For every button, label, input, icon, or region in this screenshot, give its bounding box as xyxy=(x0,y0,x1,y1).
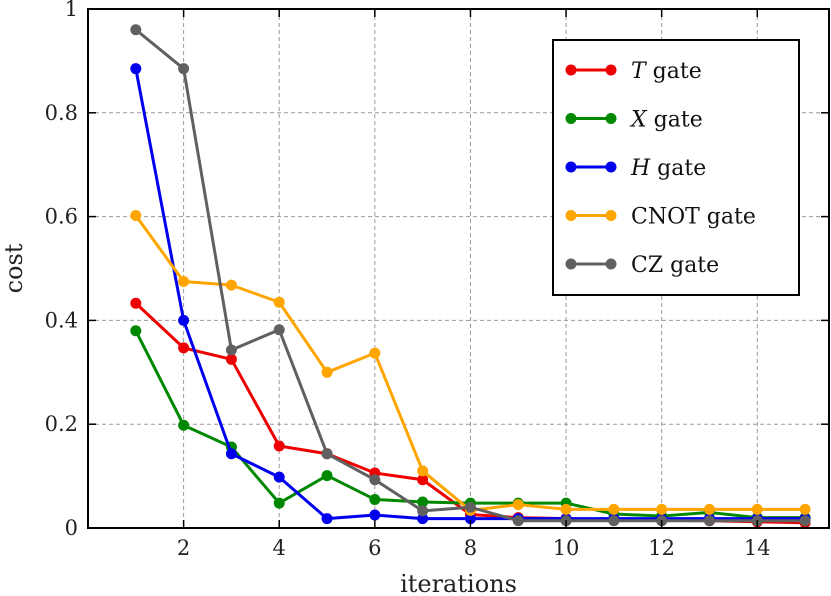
ticks xyxy=(88,8,829,529)
y-tick-label: 0.6 xyxy=(45,205,78,229)
data-point xyxy=(321,366,333,378)
data-point xyxy=(225,344,237,356)
legend-swatch-marker xyxy=(565,210,577,221)
legend-label-text: CZ gate xyxy=(631,253,719,278)
legend-label: T gate xyxy=(631,59,702,84)
series-5 xyxy=(130,24,811,527)
legend-label: CNOT gate xyxy=(631,205,756,230)
x-axis-label: iterations xyxy=(400,570,517,596)
data-point xyxy=(178,275,190,287)
data-point xyxy=(703,503,715,515)
x-tick-label: 6 xyxy=(368,536,381,560)
y-tick-label: 0.2 xyxy=(45,412,78,436)
legend-swatch-marker xyxy=(565,161,577,173)
legend-label-text: gate xyxy=(647,108,703,133)
data-point xyxy=(369,347,381,359)
data-point xyxy=(369,509,381,521)
legend-swatch-marker xyxy=(605,161,617,173)
data-point xyxy=(130,24,142,36)
legend-label-text: gate xyxy=(650,156,706,181)
data-point xyxy=(751,503,763,515)
x-tick-label: 8 xyxy=(464,536,477,560)
data-point xyxy=(178,342,190,354)
data-point xyxy=(512,515,524,527)
legend-swatch-marker xyxy=(605,64,617,76)
data-point xyxy=(178,419,190,431)
y-tick-label: 0.4 xyxy=(45,308,78,332)
y-tick-label: 0 xyxy=(65,516,78,540)
data-point xyxy=(321,513,333,525)
legend-item: T gate xyxy=(565,59,702,84)
legend-item: X gate xyxy=(565,108,703,133)
data-point xyxy=(703,515,715,527)
legend-label-symbol: T xyxy=(631,59,648,84)
x-tick-label: 10 xyxy=(553,536,580,560)
legend-item: CZ gate xyxy=(565,253,719,278)
legend-swatch-marker xyxy=(565,64,577,76)
data-point xyxy=(608,515,620,527)
data-point xyxy=(417,496,429,508)
legend-swatch-marker xyxy=(605,258,617,270)
tick-labels: 2 4 6 8 10 12 14 0 0.2 0.4 0.6 0.8 1 xyxy=(45,0,771,560)
data-point xyxy=(273,324,285,336)
series-line xyxy=(134,302,806,525)
data-point xyxy=(178,63,190,75)
data-point xyxy=(799,503,811,515)
plot-frame xyxy=(87,8,830,529)
data-point xyxy=(417,474,429,486)
data-point xyxy=(417,513,429,525)
data-point xyxy=(273,471,285,483)
data-point xyxy=(464,513,476,525)
data-point xyxy=(417,505,429,517)
data-point xyxy=(178,314,190,326)
legend-label-symbol: X xyxy=(629,108,648,133)
legend-item: CNOT gate xyxy=(565,205,756,230)
legend-label: H gate xyxy=(630,156,706,181)
y-tick-label: 0.8 xyxy=(45,101,78,125)
data-point xyxy=(130,63,142,75)
legend-label-text: CNOT gate xyxy=(631,205,756,230)
data-point xyxy=(369,493,381,505)
x-tick-label: 4 xyxy=(273,536,286,560)
data-point xyxy=(273,440,285,452)
data-point xyxy=(656,503,668,515)
data-point xyxy=(560,503,572,515)
legend-item: H gate xyxy=(565,156,706,181)
data-point xyxy=(464,501,476,513)
x-tick-label: 2 xyxy=(177,536,190,560)
x-tick-label: 14 xyxy=(744,536,771,560)
legend-label: X gate xyxy=(629,108,703,133)
data-point xyxy=(273,296,285,308)
data-point xyxy=(799,515,811,527)
legend-label: CZ gate xyxy=(631,253,719,278)
y-tick-label: 1 xyxy=(65,0,78,21)
legend-swatch-marker xyxy=(565,113,577,124)
legend-swatch-marker xyxy=(605,113,617,124)
data-point xyxy=(130,297,142,309)
legend-swatch-marker xyxy=(565,258,577,270)
data-point xyxy=(369,474,381,486)
legend-label-symbol: H xyxy=(630,156,651,181)
data-point xyxy=(273,497,285,509)
data-point xyxy=(130,210,142,222)
data-point xyxy=(225,448,237,460)
data-point xyxy=(225,279,237,291)
data-point xyxy=(321,470,333,482)
data-point xyxy=(321,448,333,460)
legend-swatch-marker xyxy=(605,210,617,221)
data-point xyxy=(608,503,620,515)
data-point xyxy=(130,325,142,337)
data-point xyxy=(512,499,524,511)
y-axis-label: cost xyxy=(0,243,28,293)
x-tick-label: 12 xyxy=(648,536,675,560)
data-point xyxy=(225,353,237,365)
series-lines xyxy=(130,24,811,529)
data-point xyxy=(417,465,429,477)
legend-label-text: gate xyxy=(646,59,702,84)
